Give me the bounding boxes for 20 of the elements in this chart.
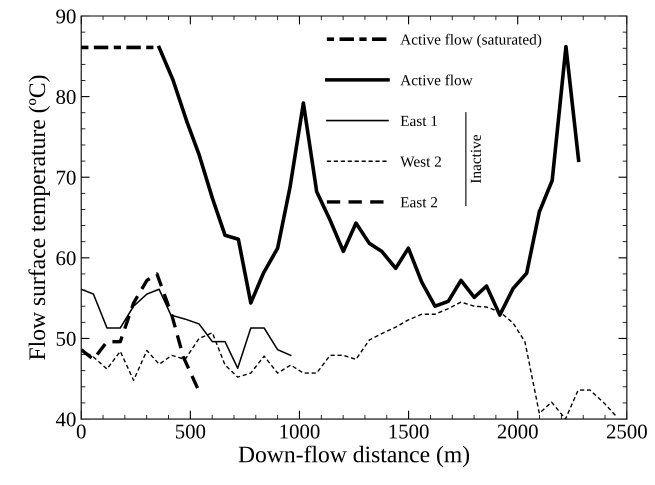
x-axis-title: Down-flow distance (m) <box>238 446 470 468</box>
y-axis-title: Flow surface temperature (ºC) <box>28 76 50 360</box>
x-tick-label: 500 <box>176 424 206 439</box>
x-tick-label: 1000 <box>280 424 320 439</box>
legend-label: East 1 <box>400 116 438 126</box>
y-tick-label: 50 <box>56 332 76 346</box>
annotation: Inactive <box>470 135 481 184</box>
y-tick-label: 90 <box>56 9 76 24</box>
y-tick-label: 40 <box>56 412 76 426</box>
x-tick-label: 1500 <box>390 424 429 439</box>
legend-label: West 2 <box>400 156 441 167</box>
y-tick-label: 60 <box>56 251 76 266</box>
legend-label: East 2 <box>400 197 438 208</box>
x-tick-label: 2500 <box>606 424 647 439</box>
legend-label: Active flow (saturated) <box>400 34 542 48</box>
x-tick-label: 0 <box>76 424 86 439</box>
y-tick-label: 70 <box>56 170 76 185</box>
x-tick-label: 2000 <box>498 424 538 439</box>
y-tick-label: 80 <box>56 90 76 104</box>
legend-label: Active flow <box>400 74 473 86</box>
